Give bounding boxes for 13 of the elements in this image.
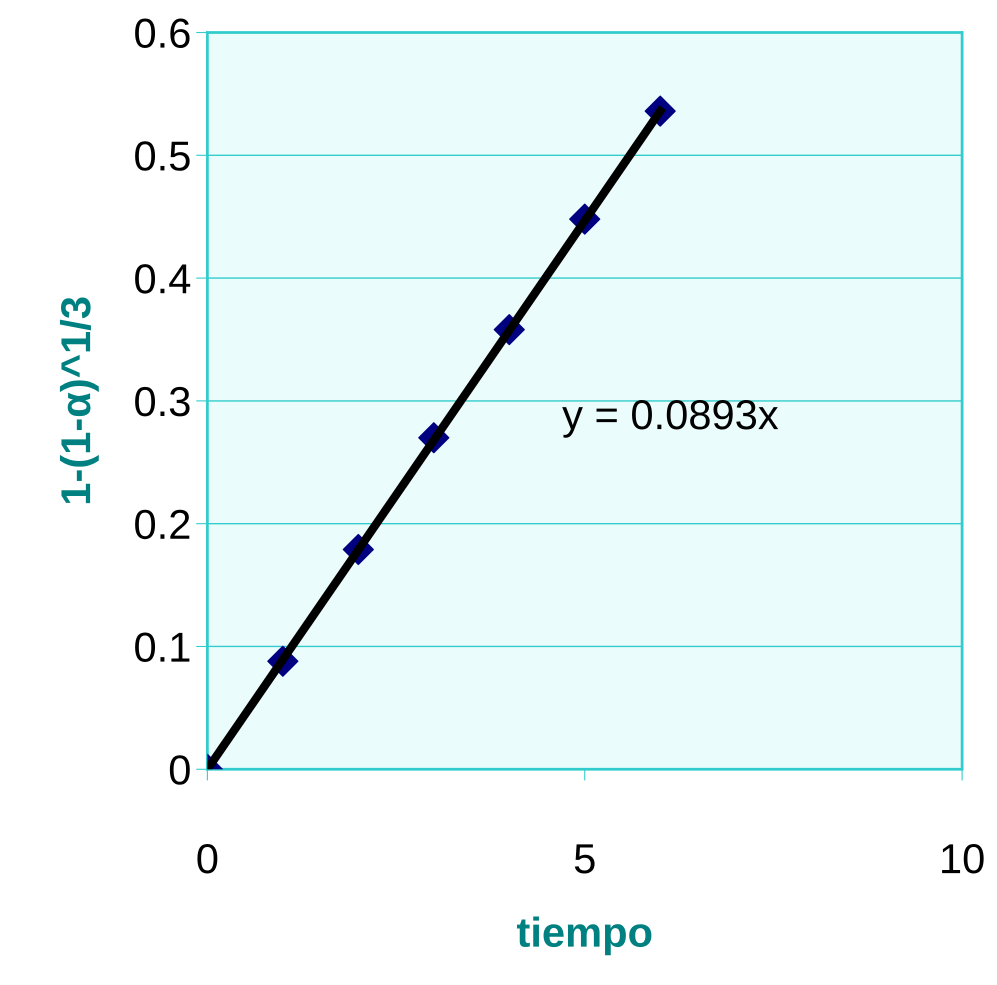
x-tick-label: 0 — [197, 844, 218, 874]
y-axis-title: 1-(1-α)^1/3 — [60, 298, 99, 504]
y-tick-label: 0.5 — [135, 141, 190, 171]
x-axis-title: tiempo — [516, 916, 652, 956]
x-tick-label: 5 — [574, 844, 595, 874]
y-tick-label: 0.4 — [135, 264, 190, 294]
y-tick-label: 0.6 — [135, 18, 190, 48]
annotation: y = 0.0893x — [562, 400, 778, 438]
y-tick-label: 0.1 — [135, 632, 190, 662]
y-tick-label: 0.3 — [135, 386, 190, 416]
x-tick-label: 10 — [942, 844, 984, 874]
y-tick-label: 0.2 — [135, 510, 190, 540]
y-tick-label: 0 — [170, 755, 190, 785]
